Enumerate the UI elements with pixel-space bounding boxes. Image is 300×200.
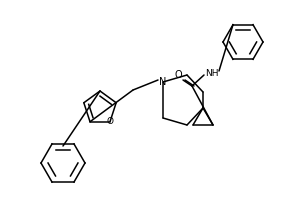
Text: O: O	[174, 70, 182, 80]
Text: N: N	[159, 77, 167, 87]
Text: NH: NH	[205, 68, 219, 77]
Text: O: O	[106, 117, 113, 126]
